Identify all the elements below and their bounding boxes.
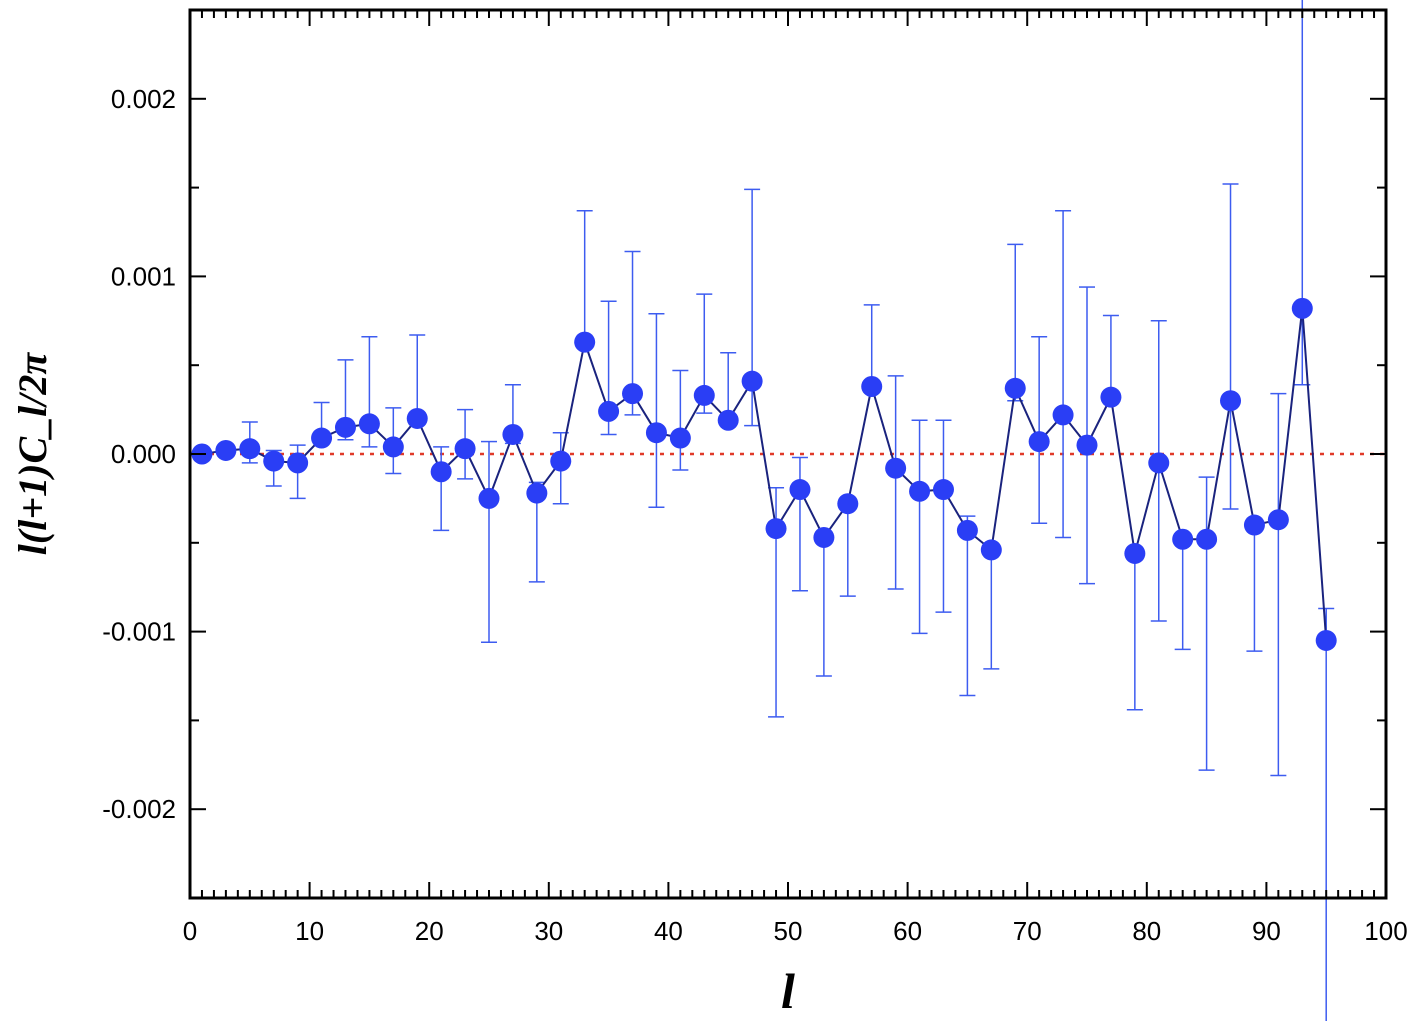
- data-point: [358, 413, 380, 435]
- data-point: [550, 450, 572, 472]
- x-tick-label: 0: [183, 916, 197, 946]
- y-axis-label: l(l+1)C_l/2π: [10, 352, 55, 556]
- data-point: [1196, 528, 1218, 550]
- data-point: [645, 422, 667, 444]
- data-point: [382, 436, 404, 458]
- x-tick-label: 80: [1132, 916, 1161, 946]
- x-tick-labels: 0 10 20 30 40 50 60 70 80 90 100: [183, 916, 1408, 946]
- data-point: [1243, 514, 1265, 536]
- data-point: [1148, 452, 1170, 474]
- x-tick-label: 50: [774, 916, 803, 946]
- data-point: [956, 519, 978, 541]
- x-tick-label: 100: [1364, 916, 1407, 946]
- series-connector-lines: [201, 308, 1328, 641]
- data-point: [741, 370, 763, 392]
- data-point: [263, 450, 285, 472]
- data-point: [478, 487, 500, 509]
- y-tick-label: 0.001: [111, 261, 176, 291]
- data-point: [861, 376, 883, 398]
- y-tick-label: -0.002: [102, 794, 176, 824]
- y-tick-label: -0.001: [102, 617, 176, 647]
- plot-frame: [188, 8, 1388, 900]
- x-tick-label: 90: [1252, 916, 1281, 946]
- data-point: [334, 416, 356, 438]
- data-point: [909, 480, 931, 502]
- data-point: [454, 438, 476, 460]
- data-point: [406, 407, 428, 429]
- x-tick-label: 70: [1013, 916, 1042, 946]
- data-point: [837, 493, 859, 515]
- x-tick-label: 10: [295, 916, 324, 946]
- data-point: [430, 461, 452, 483]
- data-points: [191, 297, 1337, 651]
- data-point: [215, 439, 237, 461]
- data-point: [885, 457, 907, 479]
- data-point: [717, 409, 739, 431]
- data-point: [789, 479, 811, 501]
- data-point: [1076, 434, 1098, 456]
- x-tick-label: 30: [534, 916, 563, 946]
- data-point: [1172, 528, 1194, 550]
- x-tick-label: 40: [654, 916, 683, 946]
- data-point: [980, 539, 1002, 561]
- data-point: [1220, 390, 1242, 412]
- series-line: [201, 308, 1328, 641]
- data-point: [1291, 297, 1313, 319]
- data-point: [1267, 509, 1289, 531]
- y-tick-label: 0.000: [111, 439, 176, 469]
- data-point: [574, 331, 596, 353]
- data-point: [693, 384, 715, 406]
- x-tick-label: 20: [415, 916, 444, 946]
- data-point: [1004, 377, 1026, 399]
- data-point: [669, 427, 691, 449]
- data-point: [765, 518, 787, 540]
- data-point: [239, 438, 261, 460]
- data-point: [287, 452, 309, 474]
- x-axis-label: l: [781, 963, 795, 1019]
- data-point: [526, 482, 548, 504]
- data-point: [311, 427, 333, 449]
- data-point: [1028, 431, 1050, 453]
- x-tick-label: 60: [893, 916, 922, 946]
- data-point: [1315, 629, 1337, 651]
- data-point: [1100, 386, 1122, 408]
- data-point: [1052, 404, 1074, 426]
- data-point: [813, 526, 835, 548]
- data-point: [622, 383, 644, 405]
- data-point: [598, 400, 620, 422]
- data-point: [932, 479, 954, 501]
- data-point: [1124, 542, 1146, 564]
- y-tick-labels: -0.002 -0.001 0.000 0.001 0.002: [102, 84, 176, 824]
- y-tick-label: 0.002: [111, 84, 176, 114]
- data-point: [502, 423, 524, 445]
